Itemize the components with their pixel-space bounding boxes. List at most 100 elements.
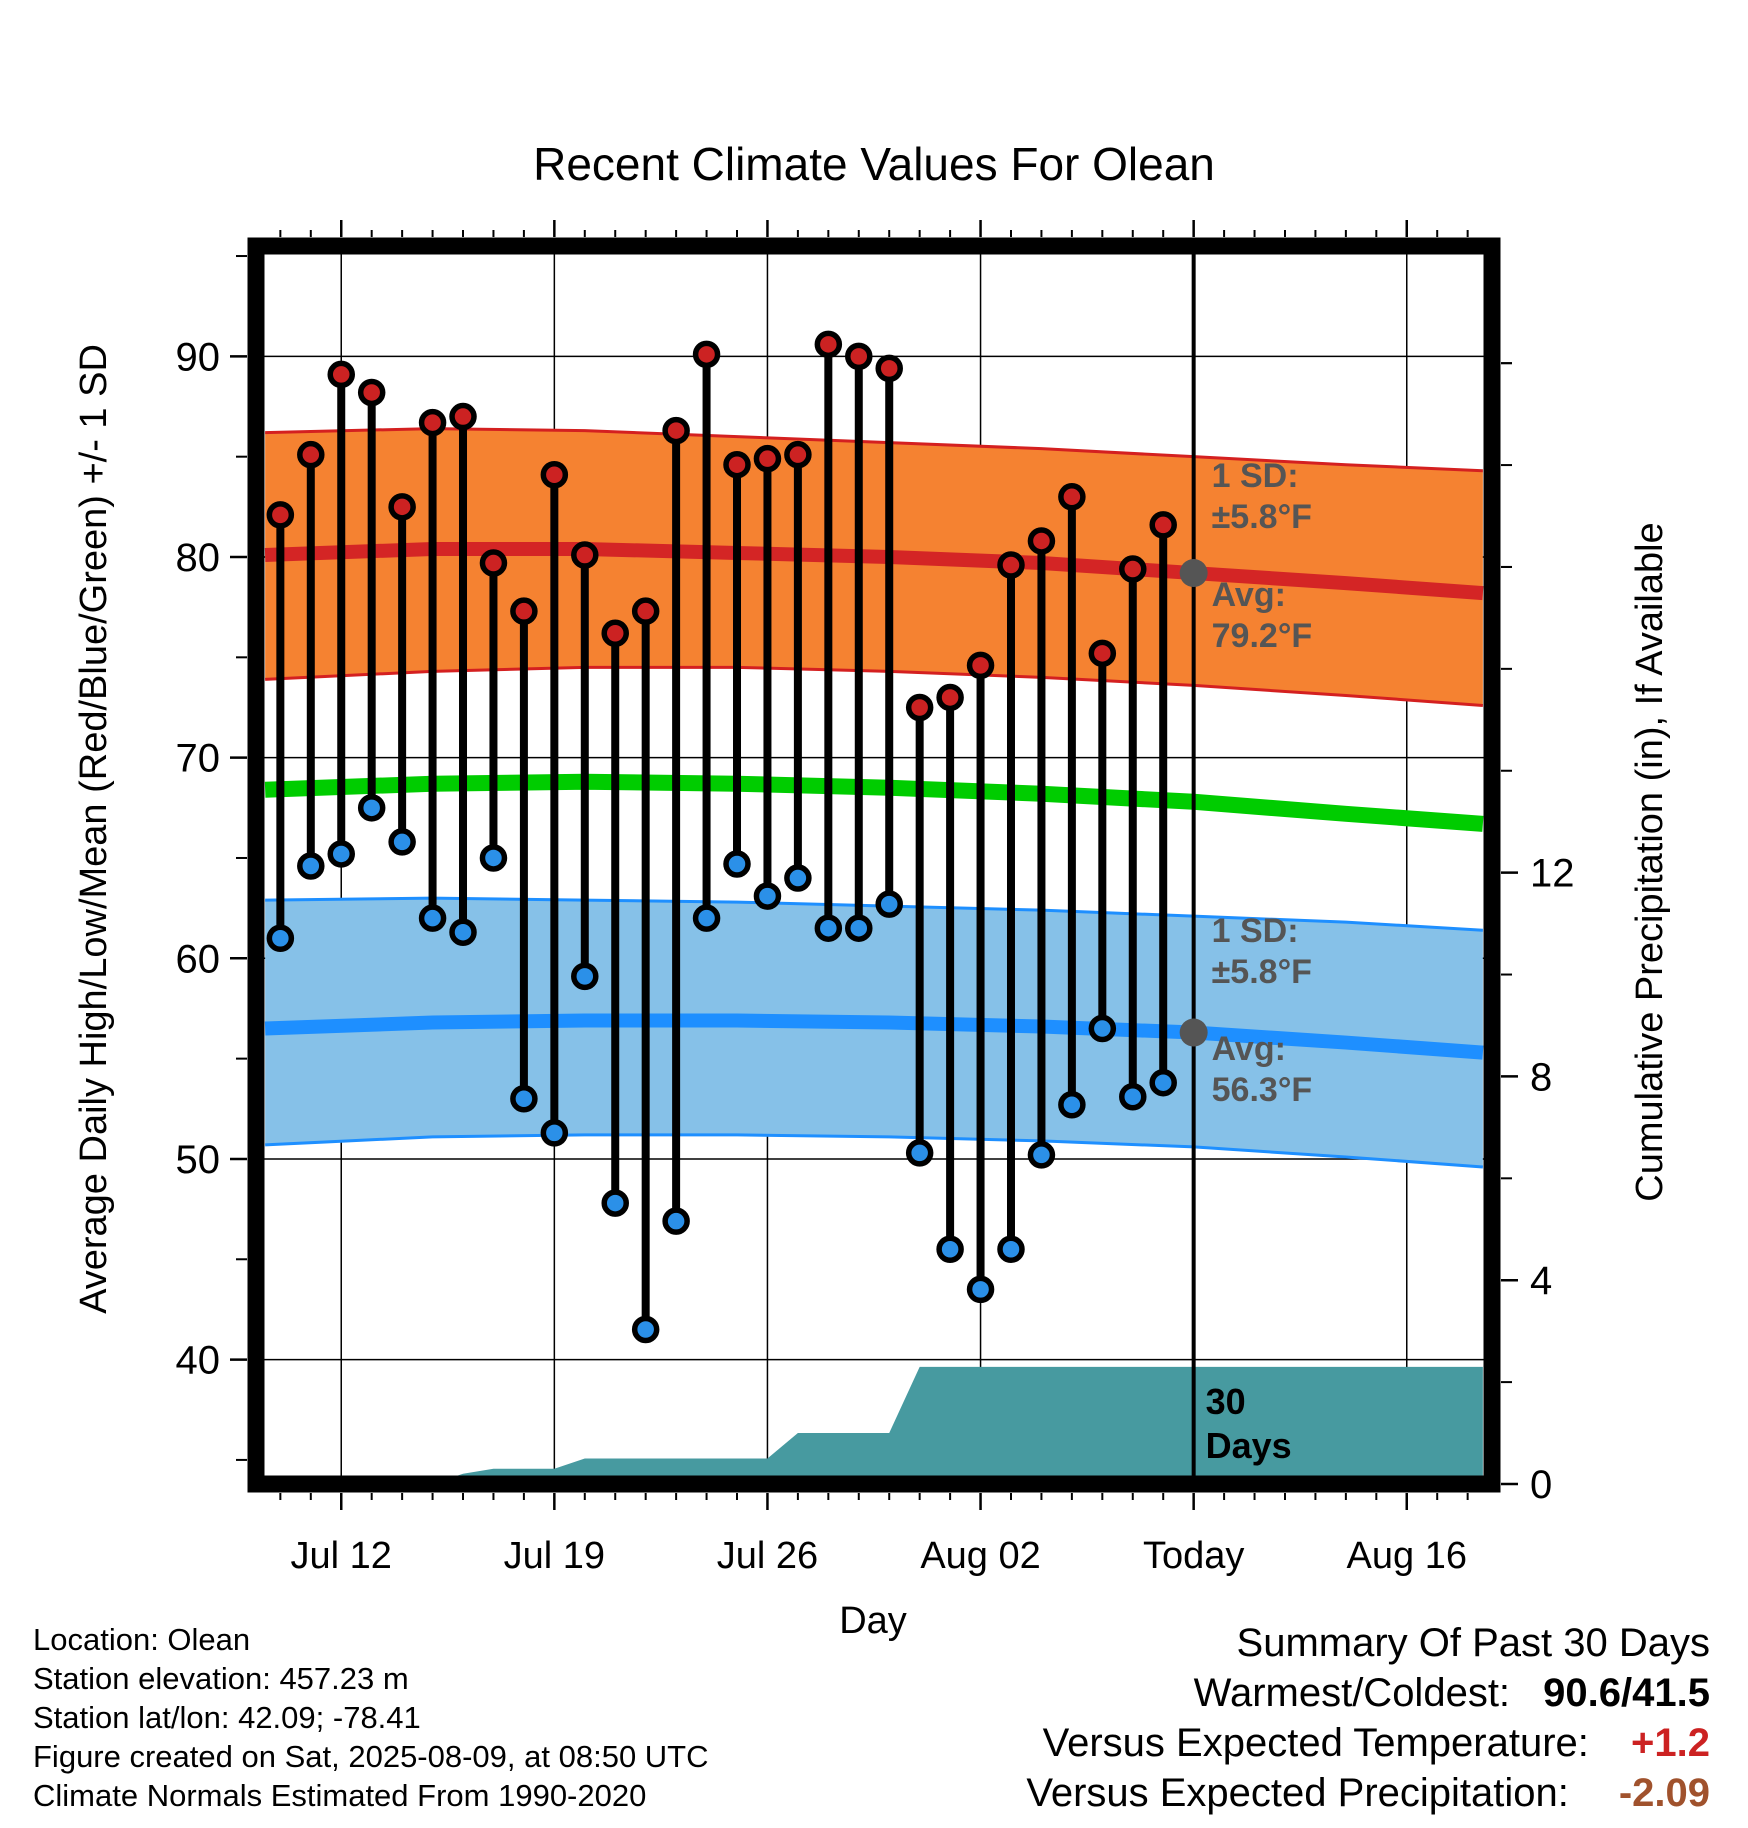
x-tick-label: Jul 26 xyxy=(717,1535,818,1577)
daily-high-point xyxy=(875,354,903,383)
summary-panel: Summary Of Past 30 Days Warmest/Coldest:… xyxy=(1026,1618,1710,1818)
daily-low-point xyxy=(1027,1141,1056,1169)
today-low-avg-marker xyxy=(1179,1018,1208,1047)
daily-low-point xyxy=(692,904,721,932)
low-sd-label: 1 SD: xyxy=(1212,912,1299,950)
daily-low-point xyxy=(266,924,295,952)
daily-high-point xyxy=(814,330,843,359)
daily-low-point xyxy=(1119,1082,1147,1111)
daily-high-point xyxy=(966,651,995,680)
daily-high-point xyxy=(388,493,416,521)
x-axis-label: Day xyxy=(839,1600,907,1642)
daily-low-point xyxy=(297,852,325,880)
daily-low-point xyxy=(936,1235,964,1263)
y2-tick-label: 0 xyxy=(1530,1463,1552,1507)
warmest-coldest-row: Warmest/Coldest: 90.6/41.5 xyxy=(1026,1668,1710,1718)
normal-low-line xyxy=(264,1013,1484,1060)
y2-tick-label: 8 xyxy=(1530,1055,1552,1099)
precip-label-line1: 30 xyxy=(1206,1381,1246,1422)
y-axis-label: Average Daily High/Low/Mean (Red/Blue/Gr… xyxy=(73,344,115,1314)
x-tick-label: Aug 16 xyxy=(1347,1535,1467,1577)
daily-low-point xyxy=(510,1085,538,1113)
x-tick-label: Aug 02 xyxy=(920,1535,1040,1577)
daily-low-point xyxy=(357,794,386,822)
daily-high-point xyxy=(723,450,751,479)
daily-low-point xyxy=(479,844,508,872)
today-high-avg-marker xyxy=(1179,559,1208,588)
daily-high-point xyxy=(601,619,629,648)
precip-departure-value: -2.09 xyxy=(1618,1771,1710,1815)
summary-title: Summary Of Past 30 Days xyxy=(1236,1621,1710,1665)
daily-low-point xyxy=(571,962,599,991)
daily-high-point xyxy=(905,693,934,722)
daily-low-point xyxy=(997,1235,1025,1263)
daily-high-point xyxy=(357,378,386,407)
temp-departure-label: Versus Expected Temperature: xyxy=(1042,1721,1589,1765)
daily-low-point xyxy=(540,1119,569,1147)
temp-departure-row: Versus Expected Temperature: +1.2 xyxy=(1026,1718,1710,1768)
daily-high-point xyxy=(692,340,721,369)
daily-low-point xyxy=(966,1275,995,1304)
daily-low-point xyxy=(1058,1091,1086,1119)
daily-high-point xyxy=(1058,483,1086,511)
chart-title: Recent Climate Values For Olean xyxy=(533,138,1215,190)
daily-high-point xyxy=(297,440,325,469)
y-tick-label: 50 xyxy=(176,1138,221,1182)
daily-high-point xyxy=(845,342,873,371)
high-avg-label: Avg: xyxy=(1212,576,1286,614)
daily-high-point xyxy=(997,551,1025,579)
warmest-coldest-label: Warmest/Coldest: xyxy=(1193,1671,1511,1715)
daily-low-point xyxy=(449,918,477,946)
y2-tick-label: 4 xyxy=(1530,1259,1552,1303)
x-tick-label: Jul 19 xyxy=(504,1535,605,1577)
daily-high-point xyxy=(1149,511,1177,539)
daily-low-point xyxy=(1149,1068,1177,1097)
warmest-coldest-value: 90.6/41.5 xyxy=(1543,1671,1710,1715)
x-tick-label: Today xyxy=(1143,1535,1244,1577)
y-tick-label: 80 xyxy=(176,536,221,580)
low-avg-value: 56.3°F xyxy=(1212,1071,1313,1109)
daily-low-point xyxy=(327,840,355,868)
daily-high-point xyxy=(418,408,447,437)
y-tick-label: 90 xyxy=(176,335,221,379)
daily-low-point xyxy=(631,1315,660,1344)
daily-high-point xyxy=(571,541,599,569)
plot-frame xyxy=(247,237,1501,1493)
low-avg-label: Avg: xyxy=(1212,1030,1286,1068)
low-sd-value: ±5.8°F xyxy=(1212,953,1312,991)
high-sd-label: 1 SD: xyxy=(1212,457,1299,495)
location-text: Location: Olean xyxy=(33,1622,251,1657)
daily-high-point xyxy=(1088,639,1117,668)
precip-label-line2: Days xyxy=(1206,1425,1292,1466)
precip-departure-row: Versus Expected Precipitation: -2.09 xyxy=(1026,1768,1710,1818)
daily-low-point xyxy=(388,828,416,856)
normals-text: Climate Normals Estimated From 1990-2020 xyxy=(33,1778,647,1813)
daily-high-point xyxy=(784,440,812,469)
daily-low-point xyxy=(753,882,782,910)
high-avg-value: 79.2°F xyxy=(1212,617,1313,655)
precip-area xyxy=(265,1366,1483,1484)
daily-high-point xyxy=(1119,555,1147,583)
daily-high-point xyxy=(540,460,569,489)
daily-low-point xyxy=(662,1207,690,1235)
precip-departure-label: Versus Expected Precipitation: xyxy=(1026,1771,1569,1815)
daily-high-point xyxy=(479,549,508,577)
daily-high-point xyxy=(631,597,660,625)
y2-tick-label: 12 xyxy=(1530,852,1575,896)
daily-high-point xyxy=(936,683,964,712)
daily-low-point xyxy=(875,890,903,918)
daily-high-point xyxy=(1027,527,1056,555)
y-tick-label: 60 xyxy=(176,937,221,981)
low-sd-band xyxy=(265,898,1483,1167)
daily-high-point xyxy=(449,402,477,431)
daily-low-point xyxy=(723,850,751,878)
y-tick-label: 70 xyxy=(176,737,221,781)
temp-departure-value: +1.2 xyxy=(1631,1721,1710,1765)
y2-axis-label: Cumulative Precipitation (in), If Availa… xyxy=(1629,522,1671,1201)
daily-high-point xyxy=(266,501,295,529)
daily-low-point xyxy=(784,864,812,892)
daily-low-point xyxy=(845,914,873,942)
